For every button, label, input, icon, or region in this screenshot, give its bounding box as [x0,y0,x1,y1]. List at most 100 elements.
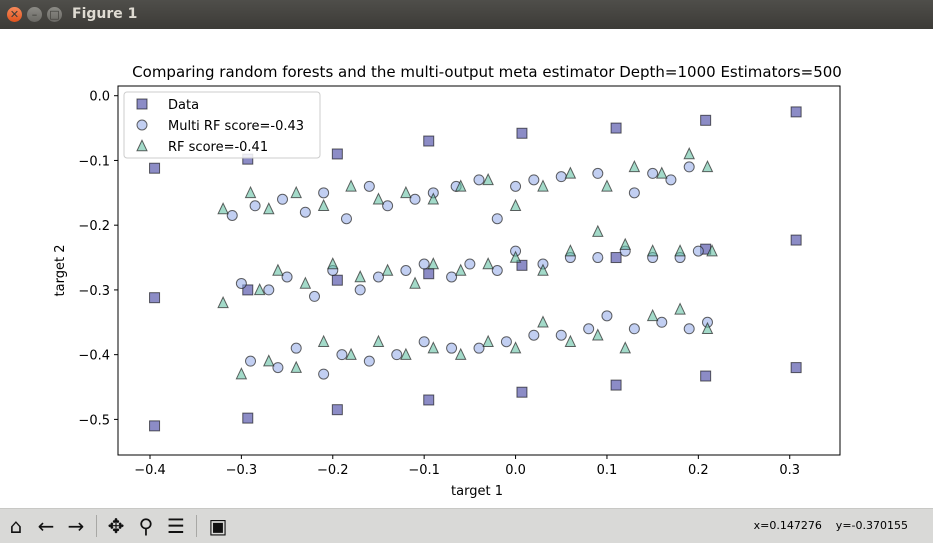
rf-point [299,276,312,289]
data-point [790,234,802,246]
multi-rf-point [683,323,695,335]
multi-rf-point [245,355,257,367]
minimize-icon[interactable]: – [27,7,42,22]
rf-point [564,334,577,347]
legend-label: RF score=-0.41 [168,140,268,155]
multi-rf-point [281,271,293,283]
data-point [700,370,712,382]
multi-rf-point [336,349,348,361]
data-point [331,148,343,160]
multi-rf-point [263,284,275,296]
rf-point [253,283,266,296]
rf-point [537,263,549,276]
pan-icon[interactable]: ✥ [107,514,125,538]
zoom-icon[interactable]: ⚲ [138,514,154,538]
rf-point [619,341,632,354]
close-icon[interactable]: ✕ [7,7,22,22]
rf-point [601,179,613,192]
rf-point [509,250,522,263]
data-point [242,412,254,424]
rf-point [372,192,385,205]
multi-rf-point [318,368,330,380]
rf-point [454,347,467,360]
data-point [610,252,622,264]
rf-point [619,237,632,250]
scatter-chart: Comparing random forests and the multi-o… [53,63,842,499]
x-tick-label: 0.2 [688,463,709,478]
y-tick-label: −0.4 [78,349,110,364]
data-point [423,394,435,406]
rf-point [509,198,522,212]
data-point [149,420,161,432]
x-tick-label: −0.3 [226,463,258,478]
data-point [331,404,343,416]
rf-point [706,244,718,257]
data-point [242,284,254,296]
rf-point [427,341,440,354]
multi-rf-point [692,245,704,257]
maximize-icon[interactable]: □ [47,7,62,22]
multi-rf-point [382,200,394,212]
configure-subplots-icon[interactable]: ☰ [167,514,185,538]
forward-arrow-icon[interactable]: → [67,514,85,538]
rf-point [646,244,659,257]
multi-rf-point [446,342,458,354]
rf-point [326,257,339,270]
rf-point [701,321,714,335]
multi-rf-point [500,336,512,348]
legend-marker [136,98,148,110]
multi-rf-point [418,258,430,270]
home-icon[interactable]: ⌂ [9,514,23,538]
x-tick-label: 0.1 [597,463,618,478]
rf-point [683,147,695,160]
y-axis-label: target 2 [53,245,68,297]
multi-rf-point [628,187,640,199]
cursor-coordinates: x=0.147276 y=-0.370155 [753,519,908,532]
multi-rf-point [656,316,668,328]
x-tick-label: 0.3 [779,463,800,478]
rf-point [592,328,604,341]
multi-rf-point [446,271,458,283]
y-tick-label: 0.0 [89,90,110,105]
rf-point [345,179,357,192]
multi-rf-point [318,187,330,199]
chart-title: Comparing random forests and the multi-o… [132,63,842,81]
multi-rf-point [647,167,659,179]
data-point [516,386,528,398]
rf-point [592,224,604,237]
multi-rf-point [665,174,677,186]
multi-rf-point [235,277,247,289]
multi-rf-point [491,265,503,276]
rf-point [217,295,229,309]
data-point [790,106,802,118]
rf-point [409,276,421,289]
back-arrow-icon[interactable]: ← [37,514,55,538]
rf-point [674,244,686,257]
data-point [790,362,802,374]
rf-point [537,315,549,328]
rf-point [655,166,668,179]
multi-rf-point [473,174,485,186]
rf-point [317,334,330,347]
y-tick-label: −0.2 [78,219,110,234]
rf-point [354,270,366,283]
legend-label: Multi RF score=-0.43 [168,119,304,134]
rf-point [509,341,522,354]
rf-point [482,257,494,270]
data-point [610,379,622,391]
x-tick-label: −0.2 [317,463,349,478]
multi-rf-point [555,329,567,341]
rf-point [317,198,330,212]
rf-point [454,263,467,276]
save-icon[interactable]: ▣ [208,514,228,538]
multi-rf-point [409,193,421,205]
legend-marker [136,139,148,152]
data-point [610,122,622,134]
multi-rf-point [249,200,261,212]
multi-rf-point [299,206,311,218]
x-tick-label: −0.4 [134,463,166,478]
multi-rf-point [391,349,403,361]
x-tick-label: −0.1 [408,463,440,478]
multi-rf-point [592,252,604,264]
multi-rf-point [372,271,384,283]
